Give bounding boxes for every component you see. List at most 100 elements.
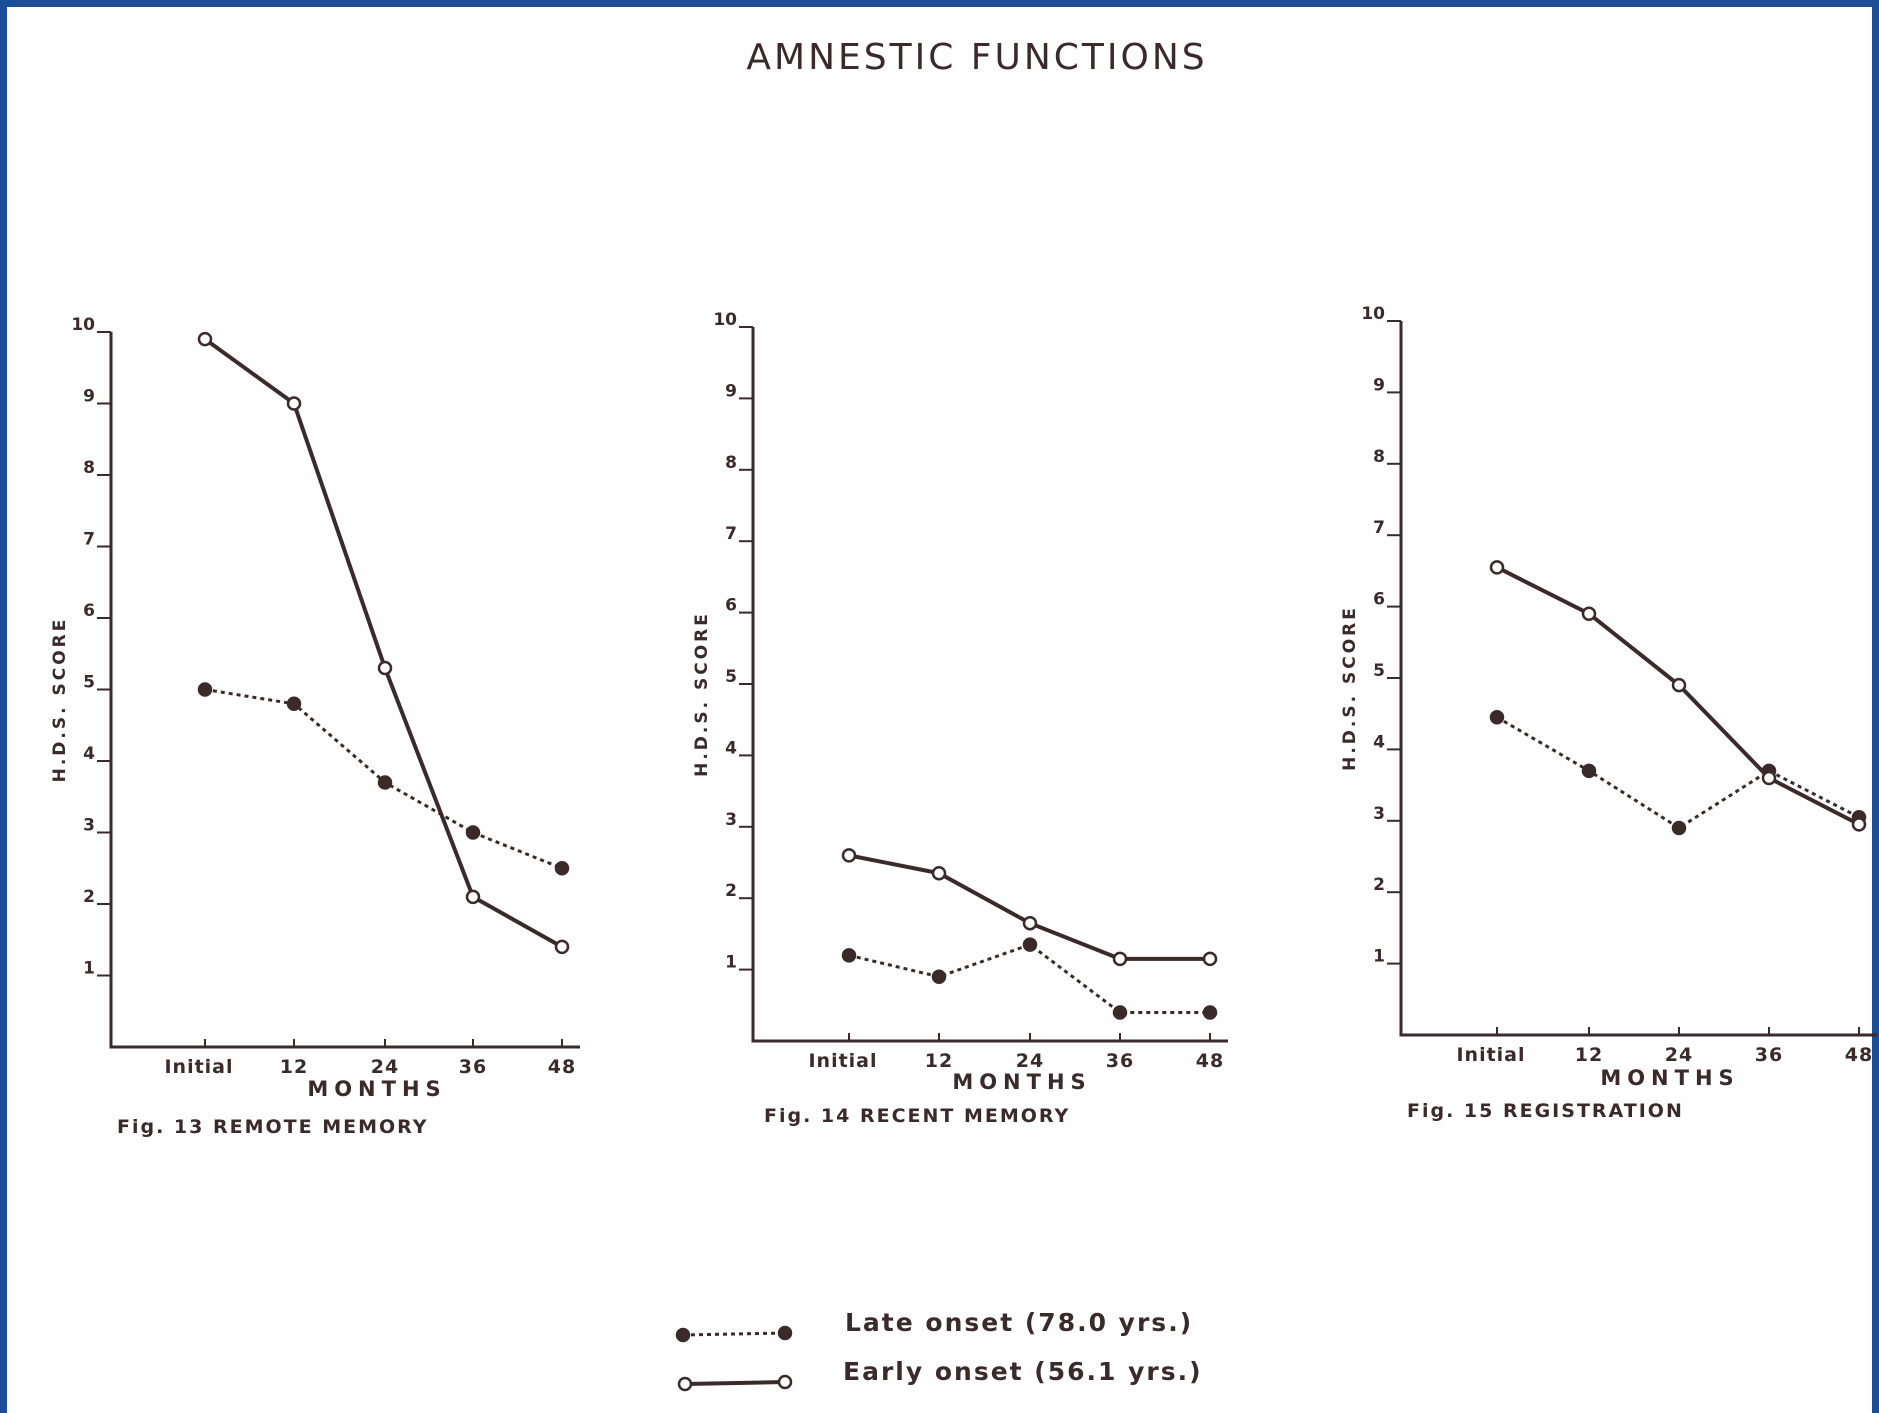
legend-label: Early onset (56.1 yrs.) [843,1357,1203,1386]
legend-marker [777,1325,793,1341]
x-tick-label: 48 [1196,1050,1224,1072]
legend-marker [675,1327,691,1343]
data-point-late [197,682,213,697]
y-tick-label: 4 [1373,732,1385,752]
legend-marker [677,1376,693,1392]
y-tick-label: 6 [725,596,737,616]
data-point-early [465,889,481,905]
data-point-early [1671,677,1687,693]
axis-lines [109,332,580,1049]
data-point-late [1022,937,1038,952]
y-tick-label: 7 [725,524,737,544]
y-tick-label: 8 [1373,447,1385,467]
legend-item-late: Late onset (78.0 yrs.) [675,1308,1193,1343]
y-tick-label: 1 [725,953,737,973]
y-tick-label: 3 [725,810,737,830]
data-point-late [1202,1005,1218,1020]
figure-title: AMNESTIC FUNCTIONS [746,37,1207,78]
y-tick-label: 6 [1373,590,1385,610]
x-tick-label: Initial [808,1050,877,1072]
data-point-late [1112,1005,1128,1020]
legend-item-early: Early onset (56.1 yrs.) [677,1357,1203,1392]
y-tick-label: 5 [1373,661,1385,681]
y-axis-label: H.D.S. SCORE [1340,605,1360,771]
data-point-late [554,861,570,876]
x-tick-label: Initial [1456,1044,1525,1066]
data-point-early [554,939,570,955]
x-tick-label: 24 [1016,1050,1044,1072]
data-point-early [1851,817,1867,832]
y-tick-label: 10 [713,310,737,330]
data-point-early [1581,606,1597,621]
data-point-late [931,969,947,984]
data-point-early [1112,951,1128,967]
series-line-early [203,337,563,949]
x-tick-label: 24 [371,1056,399,1078]
data-point-early [931,865,947,881]
y-tick-label: 4 [83,744,95,764]
data-point-late [841,948,857,963]
y-tick-label: 4 [725,738,737,758]
data-point-early [1761,770,1777,786]
data-point-late [1671,820,1687,836]
data-point-early [377,660,393,676]
y-axis-label: H.D.S. SCORE [692,611,712,777]
y-tick-label: 8 [725,453,737,473]
y-tick-label: 5 [725,667,737,687]
y-tick-label: 1 [1373,947,1385,967]
y-tick-label: 3 [1373,804,1385,824]
figure-caption: Fig. 14 RECENT MEMORY [764,1105,1070,1127]
y-tick-label: 7 [1373,518,1385,538]
legend-line-swatch [684,1380,786,1386]
data-point-late [1489,710,1505,725]
x-tick-label: 36 [1755,1044,1783,1066]
y-tick-label: 7 [83,530,95,550]
y-tick-label: 2 [83,887,95,907]
y-tick-label: 2 [725,881,737,901]
data-point-early [1489,560,1505,575]
x-tick-label: 36 [459,1056,487,1078]
y-tick-label: 9 [1373,375,1385,395]
data-point-late [286,696,302,712]
x-axis-label: MONTHS [307,1077,446,1101]
axis-lines [1399,321,1877,1037]
y-tick-label: 9 [725,381,737,401]
series-line-late [848,942,1210,1014]
figure-caption: Fig. 15 REGISTRATION [1407,1100,1684,1122]
data-point-early [197,331,213,347]
y-tick-label: 6 [83,601,95,621]
x-tick-label: 48 [548,1056,576,1078]
x-tick-label: Initial [164,1056,233,1078]
y-tick-label: 1 [83,959,95,979]
legend: Late onset (78.0 yrs.) Early onset (56.1 … [675,1308,1203,1392]
figure-caption: Fig. 13 REMOTE MEMORY [117,1116,429,1138]
series-line-late [1496,715,1860,830]
data-point-early [841,848,857,863]
series-line-early [1496,565,1860,827]
x-tick-label: 12 [925,1050,953,1072]
y-tick-label: 9 [83,387,95,407]
data-point-early [1202,951,1218,967]
y-tick-label: 10 [71,315,95,335]
x-tick-label: 48 [1845,1044,1873,1066]
y-tick-label: 8 [83,458,95,478]
legend-line-swatch [682,1331,786,1337]
y-axis-label: H.D.S. SCORE [50,617,70,783]
data-point-early [1022,915,1038,931]
y-tick-label: 10 [1361,304,1385,324]
x-tick-label: 24 [1665,1044,1693,1066]
legend-marker [777,1374,793,1390]
data-point-late [377,775,393,790]
y-tick-label: 3 [83,816,95,836]
y-tick-label: 5 [83,673,95,693]
data-point-late [1581,763,1597,779]
x-tick-label: 12 [1575,1044,1603,1066]
legend-label: Late onset (78.0 yrs.) [845,1308,1193,1337]
y-tick-label: 2 [1373,875,1385,895]
